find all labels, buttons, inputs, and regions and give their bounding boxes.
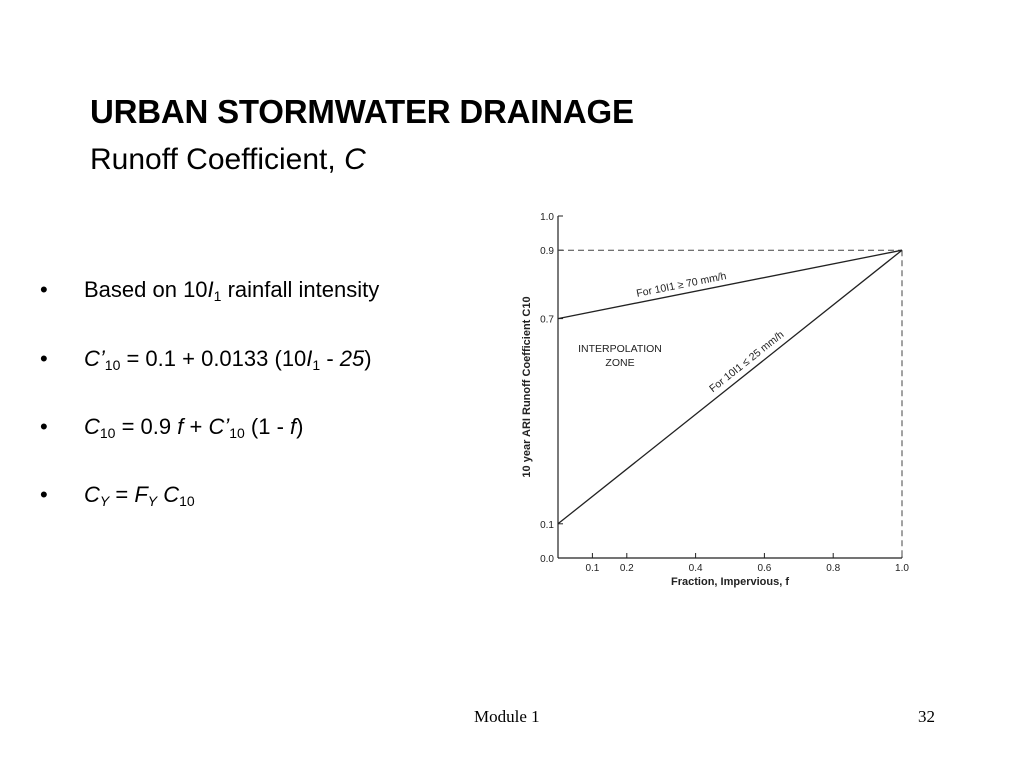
y-tick-label: 0.1	[540, 520, 554, 531]
x-tick-label: 0.8	[826, 563, 840, 574]
subtitle-text: Runoff Coefficient,	[90, 143, 345, 176]
y-tick-label: 0.7	[540, 315, 554, 326]
y-tick-label: 0.0	[540, 554, 554, 565]
bullet-marker: •	[40, 482, 48, 507]
x-tick-label: 0.2	[620, 563, 634, 574]
bullet-text: C10 = 0.9 f + C’10 (1 - f)	[84, 414, 304, 441]
bullet-text: C’10 = 0.1 + 0.0133 (10I1 - 25)	[84, 346, 372, 373]
series-label-low-intensity: For 10I1 ≤ 25 mm/h	[707, 329, 786, 395]
x-tick-label: 1.0	[895, 563, 909, 574]
y-tick-label: 0.9	[540, 246, 554, 257]
footer-module: Module 1	[474, 707, 540, 726]
bullet-marker: •	[40, 346, 48, 371]
annotation-zone: ZONE	[605, 357, 634, 369]
bullet-text: CY = FY C10	[84, 482, 195, 509]
series-line	[557, 249, 903, 525]
bullet-text: Based on 10I1 rainfall intensity	[84, 277, 380, 304]
series-line	[557, 249, 903, 320]
annotation-interpolation: INTERPOLATION	[578, 343, 662, 355]
bullet-marker: •	[40, 414, 48, 439]
page-number: 32	[918, 707, 935, 726]
subtitle-variable: C	[344, 143, 366, 176]
x-axis-label: Fraction, Impervious, f	[671, 576, 789, 588]
x-tick-label: 0.1	[585, 563, 599, 574]
slide-title: URBAN STORMWATER DRAINAGE	[90, 93, 634, 130]
x-tick-label: 0.6	[757, 563, 771, 574]
slide-subtitle: Runoff Coefficient, C	[90, 141, 366, 179]
x-tick-label: 0.4	[689, 563, 703, 574]
bullet-marker: •	[40, 277, 48, 302]
series-label-high-intensity: For 10I1 ≥ 70 mm/h	[635, 270, 727, 300]
y-tick-label: 1.0	[540, 212, 554, 223]
y-axis-label: 10 year ARI Runoff Coefficient C10	[521, 296, 533, 477]
runoff-coefficient-chart: 0.0 0.1 0.7 0.9 1.0 0.1 0.2 0.4 0.6 0.8 1.0 For 10I…	[521, 212, 909, 588]
